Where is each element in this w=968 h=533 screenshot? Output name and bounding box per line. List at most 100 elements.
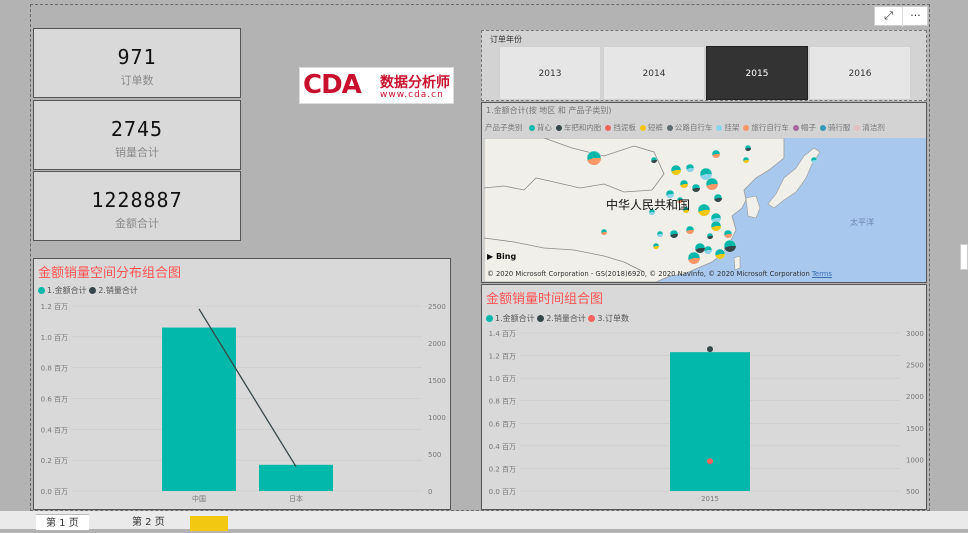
focus-mode-icon[interactable]: ⤢	[875, 7, 903, 27]
legend-label: 3.订单数	[597, 314, 630, 323]
line-series-quantity	[198, 308, 297, 467]
logo-brand: CDA	[303, 70, 362, 100]
map-legend-item[interactable]: 背心	[528, 122, 552, 133]
space-combo-chart-panel[interactable]: 金额销量空间分布组合图 1.金额合计 2.销量合计 1.2 百万 1.0 百万 0.…	[33, 258, 451, 510]
map-pie-slice	[651, 160, 657, 163]
map-pie-slice	[704, 250, 712, 255]
map-title: 1.金额合计(按 地区 和 产品子类别)	[486, 106, 612, 115]
map-legend-item[interactable]: 骑行服	[819, 122, 850, 133]
pane-collapse-tab[interactable]	[960, 244, 968, 270]
left-axis-tick-label: 0.8 百万	[489, 398, 516, 406]
kpi-card-orders[interactable]: 971 订单数	[33, 28, 241, 98]
logo-cn: 数据分析师	[380, 75, 450, 91]
map-legend-item[interactable]: 短裤	[639, 122, 663, 133]
time-combo-chart-panel[interactable]: 金额销量时间组合图 1.金额合计 2.销量合计 3.订单数 1.4 百万 1.2 …	[481, 284, 927, 510]
slicer-option-2013[interactable]: 2013	[499, 46, 601, 100]
map-pie-slice	[657, 234, 663, 237]
map-pie-slice	[724, 234, 732, 239]
map-area[interactable]: 中华人民共和国 太平洋 ▶ Bing © 2020 Microsoft Corp…	[483, 137, 926, 282]
map-pie-slice	[670, 234, 678, 239]
bing-label: Bing	[495, 252, 517, 261]
logo-url: www.cda.cn	[380, 90, 444, 100]
slicer-option-2016[interactable]: 2016	[809, 46, 911, 100]
chart-legend: 1.金额合计 2.销量合计 3.订单数	[486, 313, 629, 324]
x-axis-tick-label: 日本	[289, 494, 303, 503]
map-pie-slice	[692, 188, 700, 193]
legend-dot-icon	[819, 125, 826, 131]
kpi-label: 金额合计	[115, 217, 159, 230]
x-axis-tick-label: 2015	[701, 495, 719, 503]
legend-dot-icon	[89, 287, 97, 294]
right-axis-tick-label: 3000	[906, 330, 924, 338]
left-axis-tick-label: 1.0 百万	[489, 375, 516, 383]
map-legend-item[interactable]: 旅行自行车	[743, 122, 789, 133]
tab-page-1[interactable]: 第 1 页	[36, 514, 89, 530]
map-pie-slice	[715, 254, 725, 259]
legend-item-quantity[interactable]: 2.销量合计	[537, 314, 586, 323]
map-pie-slice	[695, 248, 705, 254]
kpi-value: 1228887	[91, 188, 183, 212]
left-axis-tick-label: 0.2 百万	[41, 457, 68, 465]
map-pie-slice	[601, 232, 607, 235]
tab-page-2[interactable]: 第 2 页	[132, 517, 165, 528]
legend-item-quantity[interactable]: 2.销量合计	[89, 286, 138, 295]
taiwan-landmass	[733, 255, 741, 271]
korea-landmass	[745, 195, 761, 219]
map-pie-slice	[677, 200, 683, 204]
legend-dot-icon	[605, 125, 612, 131]
legend-dot-icon	[666, 125, 673, 131]
map-pie-slice	[745, 148, 751, 152]
legend-dot-icon	[486, 315, 493, 322]
legend-dot-icon	[528, 125, 535, 131]
legend-dot-icon	[555, 125, 562, 131]
map-legend-item[interactable]: 清洁剂	[854, 122, 885, 133]
map-country-label: 中华人民共和国	[606, 198, 691, 212]
right-axis-tick-label: 500	[906, 488, 919, 496]
legend-label: 公路自行车	[674, 123, 713, 132]
map-attribution: © 2020 Microsoft Corporation - GS(2018)6…	[487, 270, 832, 278]
right-axis-tick-label: 2500	[906, 362, 924, 370]
map-pie-slice	[688, 258, 700, 264]
map-pie-slice	[707, 236, 713, 239]
kpi-card-quantity[interactable]: 2745 销量合计	[33, 100, 241, 170]
map-attribution-text: © 2020 Microsoft Corporation - GS(2018)6…	[487, 270, 810, 278]
legend-label: 2.销量合计	[546, 314, 586, 323]
map-terms-link[interactable]: Terms	[811, 270, 832, 278]
visual-header: ⤢ ···	[874, 6, 928, 27]
map-pie-slice	[711, 226, 721, 232]
map-visual[interactable]: 1.金额合计(按 地区 和 产品子类别) 产品子类别 背心 车把和内胎 挡泥板 短裤 公…	[481, 102, 927, 283]
map-legend-item[interactable]: 公路自行车	[666, 122, 713, 133]
legend-item-orders[interactable]: 3.订单数	[588, 314, 629, 323]
slicer-option-2015[interactable]: 2015	[706, 46, 808, 100]
kpi-value: 971	[117, 45, 157, 69]
kpi-card-amount[interactable]: 1228887 金额合计	[33, 171, 241, 241]
legend-item-amount[interactable]: 1.金额合计	[486, 314, 535, 323]
legend-label: 清洁剂	[862, 123, 885, 132]
map-pie-slice	[649, 212, 655, 215]
legend-dot-icon	[716, 125, 723, 131]
legend-label: 背心	[536, 123, 552, 132]
point-2.销量合计	[707, 346, 713, 353]
map-legend: 产品子类别 背心 车把和内胎 挡泥板 短裤 公路自行车 挂架 旅行自行车 帽子 骑行服 清洁剂	[485, 122, 889, 133]
right-axis-tick-label: 500	[428, 451, 441, 459]
bar-2015	[670, 352, 750, 491]
map-legend-item[interactable]: 车把和内胎	[555, 122, 601, 133]
map-legend-item[interactable]: 帽子	[792, 122, 816, 133]
kpi-value: 2745	[110, 117, 164, 141]
bar-日本	[259, 464, 333, 491]
slicer-option-2014[interactable]: 2014	[603, 46, 705, 100]
left-axis-tick-label: 1.2 百万	[489, 353, 516, 361]
left-axis-tick-label: 0.8 百万	[41, 365, 68, 373]
legend-item-amount[interactable]: 1.金额合计	[38, 286, 87, 295]
combo-chart-svg: 1.2 百万 1.0 百万 0.8 百万 0.6 百万 0.4 百万 0.2 百万 0.0 …	[41, 303, 446, 503]
legend-dot-icon	[743, 125, 750, 131]
map-pie-slice	[686, 168, 694, 173]
chart-title: 金额销量时间组合图	[486, 292, 604, 307]
legend-label: 挡泥板	[613, 123, 636, 132]
add-page-button[interactable]	[190, 516, 228, 531]
map-legend-item[interactable]: 挡泥板	[605, 122, 636, 133]
map-legend-label: 产品子类别	[485, 123, 523, 132]
more-options-icon[interactable]: ···	[910, 9, 921, 22]
map-legend-item[interactable]: 挂架	[716, 122, 739, 133]
map-pie-slice	[671, 170, 681, 176]
